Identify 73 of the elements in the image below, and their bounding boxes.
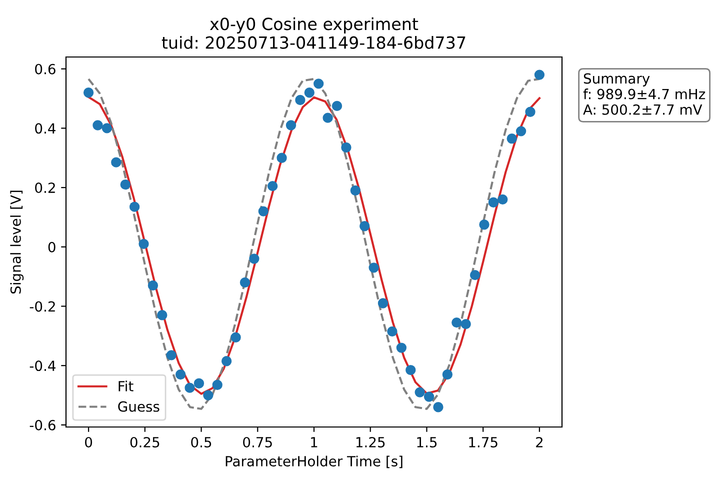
chart-subtitle: tuid: 20250713-041149-184-6bd737 bbox=[162, 36, 466, 49]
x-tick-label: 0 bbox=[85, 436, 92, 448]
point bbox=[498, 194, 508, 205]
point bbox=[424, 392, 434, 402]
chart-title: x0-y0 Cosine experiment bbox=[210, 17, 418, 34]
x-tick-label: 2 bbox=[536, 436, 542, 448]
point bbox=[433, 402, 444, 412]
x-tick-label: 0.75 bbox=[243, 436, 272, 448]
point bbox=[470, 270, 480, 280]
point bbox=[157, 310, 168, 320]
point bbox=[295, 94, 306, 106]
point bbox=[516, 126, 526, 136]
point bbox=[387, 326, 398, 337]
point bbox=[184, 382, 195, 393]
point bbox=[396, 342, 407, 353]
point bbox=[102, 123, 112, 134]
text: Summary f: 989.9±4.7 mHz A: 500.2±7.7 mV bbox=[583, 73, 706, 115]
point bbox=[138, 238, 149, 250]
y-tick-label: 0.6 bbox=[35, 64, 56, 74]
y-tick-label: -0.2 bbox=[30, 301, 55, 312]
point bbox=[175, 369, 186, 380]
point bbox=[460, 318, 471, 330]
point bbox=[148, 280, 158, 291]
point bbox=[212, 380, 222, 390]
point bbox=[314, 78, 324, 89]
point bbox=[166, 350, 176, 360]
y-axis-title: Signal level [V] bbox=[10, 190, 24, 294]
point bbox=[249, 254, 260, 264]
point bbox=[129, 202, 140, 212]
x-tick-label: 0.5 bbox=[191, 436, 212, 448]
x-tick-label: 1.5 bbox=[417, 437, 437, 448]
x-axis-title: ParameterHolder Time [s] bbox=[226, 456, 402, 468]
point bbox=[276, 152, 287, 163]
y-tick-label: 0.4 bbox=[35, 123, 56, 134]
legend-label: Guess bbox=[118, 401, 160, 412]
point bbox=[525, 106, 536, 117]
point bbox=[442, 369, 453, 380]
point bbox=[360, 221, 370, 232]
point bbox=[534, 70, 545, 80]
point bbox=[368, 262, 379, 273]
x-tick-label: 1.75 bbox=[469, 437, 498, 448]
point bbox=[240, 277, 250, 288]
point bbox=[203, 390, 214, 400]
point bbox=[83, 88, 94, 98]
y-tick-label: -0.6 bbox=[30, 420, 56, 430]
point bbox=[194, 378, 204, 388]
x-tick-label: 1 bbox=[311, 437, 318, 448]
point bbox=[92, 120, 103, 130]
point bbox=[286, 120, 296, 130]
y-tick-label: -0.4 bbox=[30, 360, 56, 372]
point bbox=[120, 180, 130, 190]
point bbox=[304, 88, 314, 98]
y-tick-label: 0 bbox=[48, 242, 56, 252]
point bbox=[322, 112, 333, 123]
point bbox=[350, 185, 361, 196]
point bbox=[378, 298, 388, 308]
point bbox=[414, 387, 425, 398]
point bbox=[230, 332, 241, 342]
point bbox=[341, 142, 352, 153]
point bbox=[452, 317, 462, 328]
legend-label: Fit bbox=[118, 380, 134, 392]
x-tick-label: 1.25 bbox=[356, 436, 385, 448]
point bbox=[479, 220, 490, 230]
point bbox=[506, 134, 517, 144]
point bbox=[111, 157, 122, 168]
point bbox=[267, 180, 278, 192]
y-tick-label: 0.2 bbox=[35, 182, 55, 194]
point bbox=[332, 100, 342, 112]
x-tick-label: 0.25 bbox=[130, 436, 160, 448]
point bbox=[406, 364, 416, 376]
point bbox=[488, 197, 499, 208]
point bbox=[258, 206, 268, 216]
point bbox=[221, 356, 232, 366]
